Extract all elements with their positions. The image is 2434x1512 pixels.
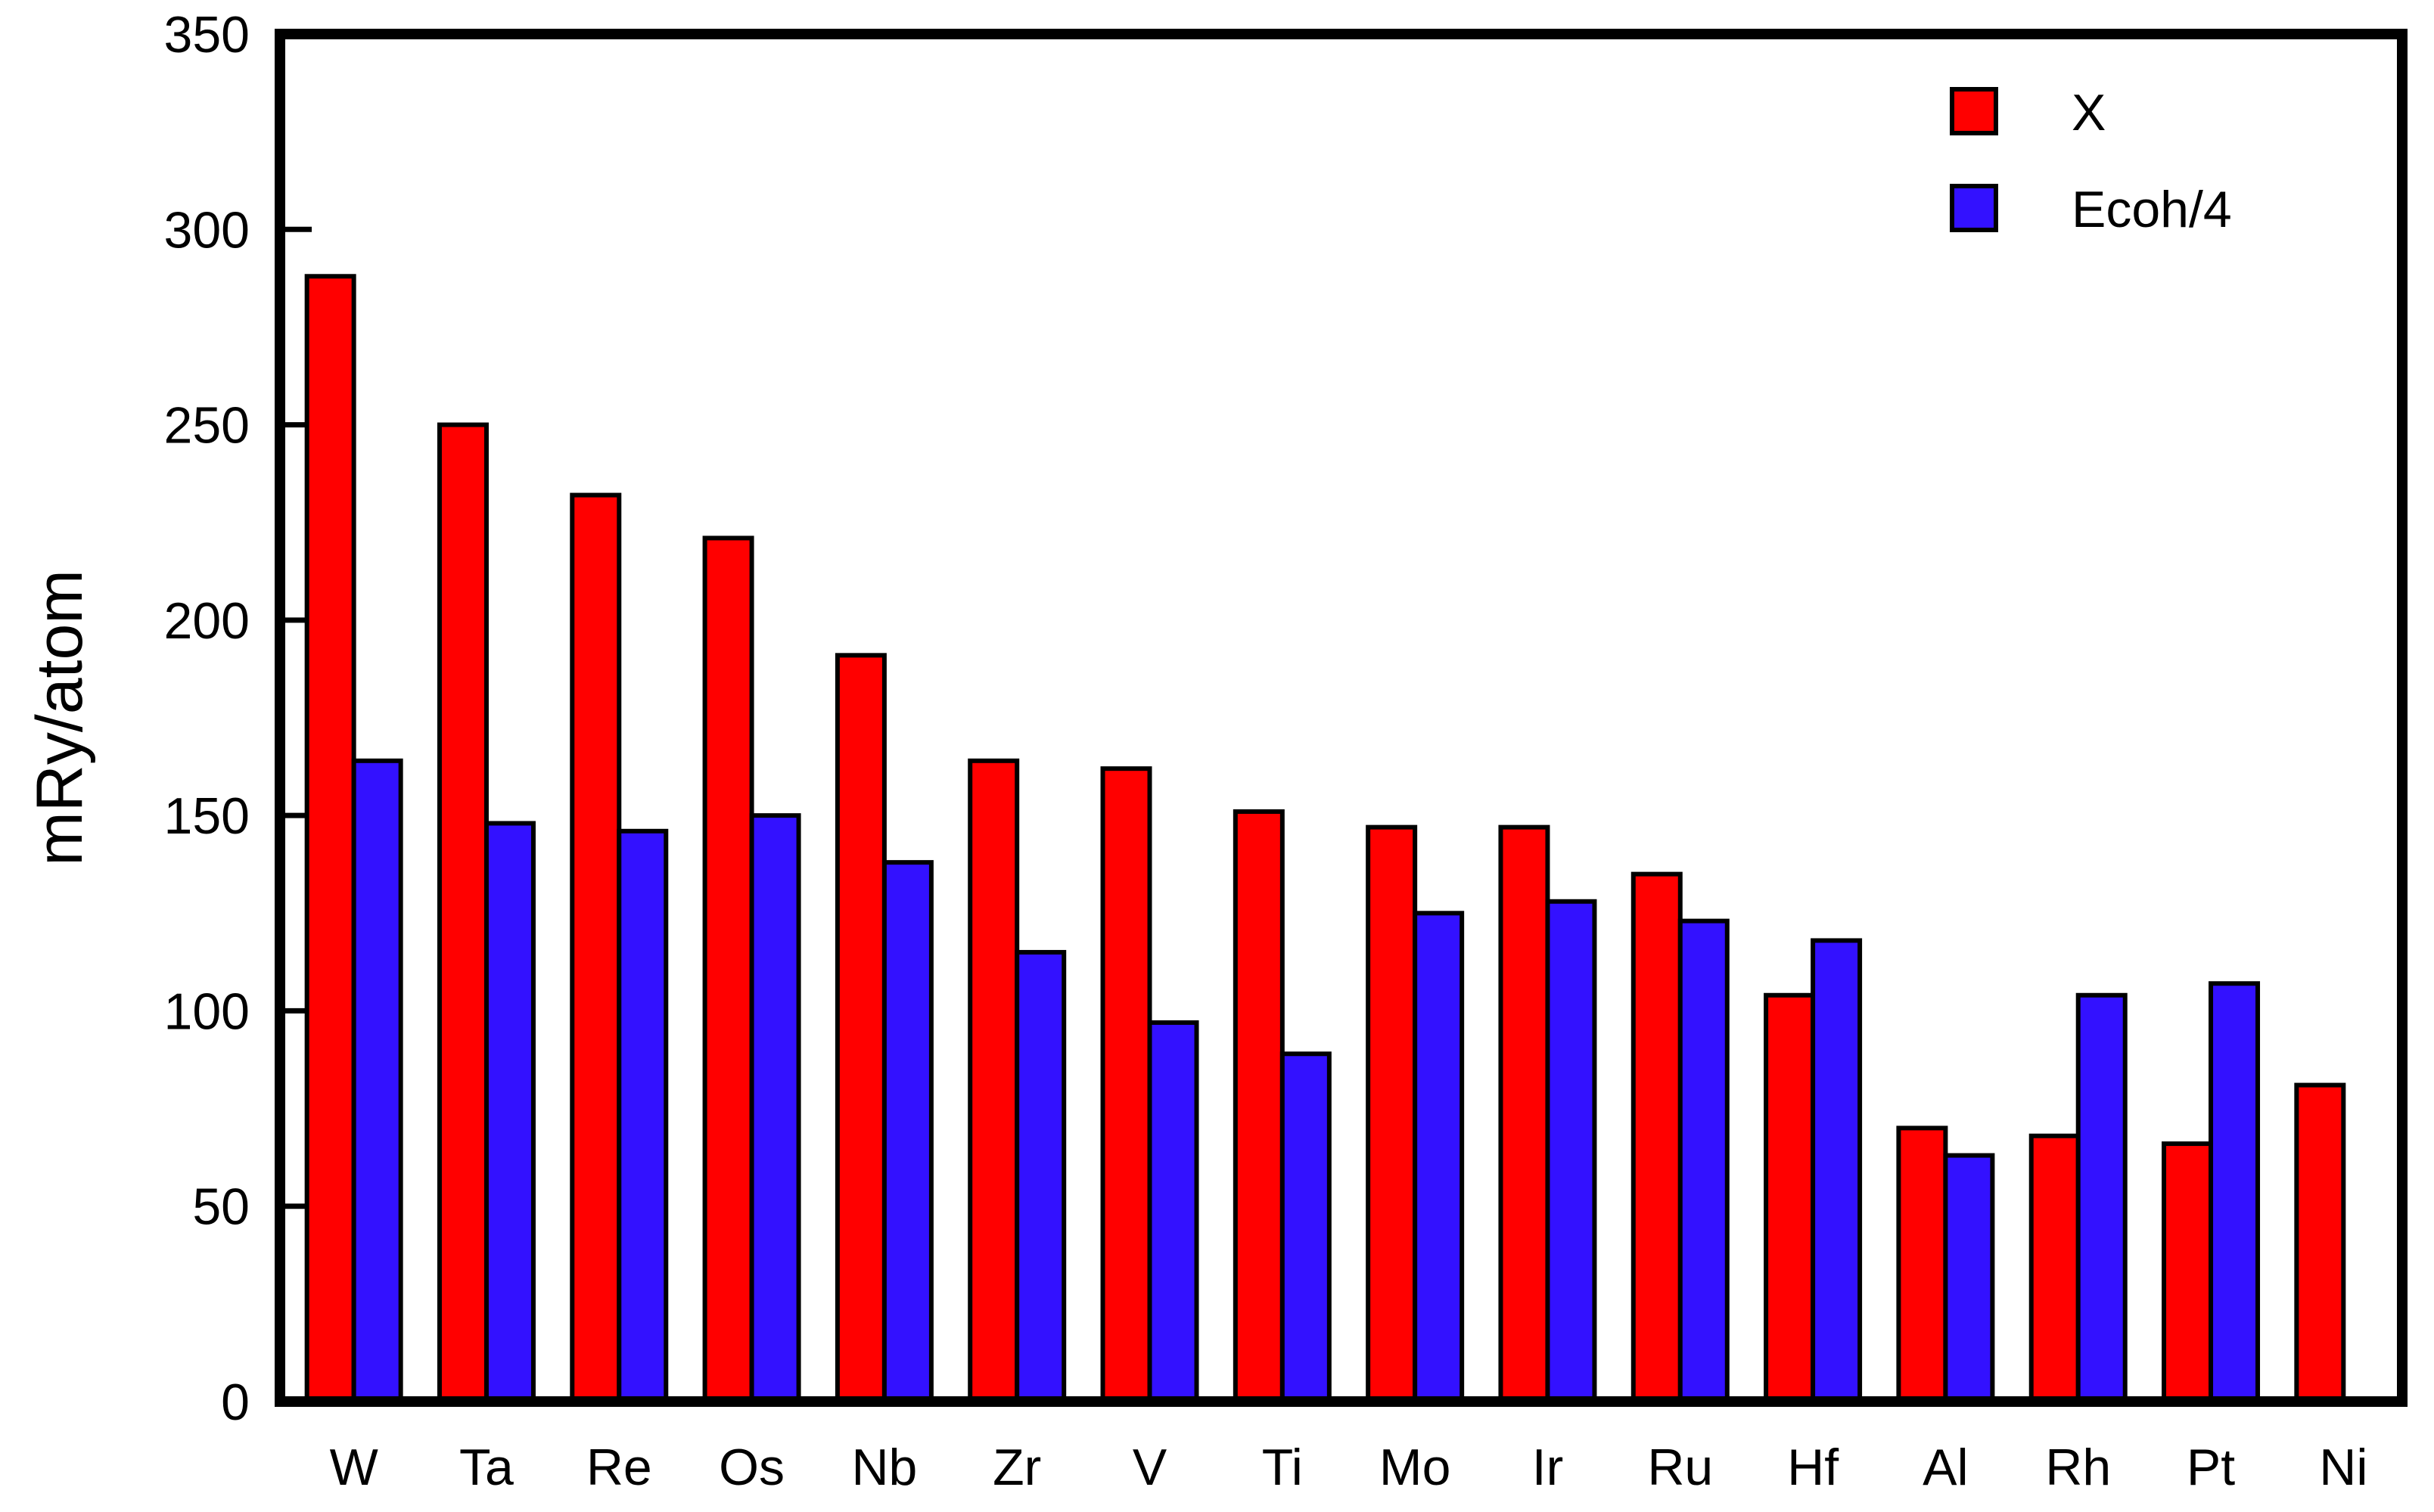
legend-swatch [1950,184,1998,232]
x-tick-label: Hf [1787,1439,1839,1496]
x-tick-label: Ni [2319,1439,2367,1496]
x-tick-label: Pt [2187,1439,2235,1496]
y-tick-label: 50 [192,1178,250,1236]
y-tick-label: 0 [221,1374,250,1431]
y-axis: 0 50 100 150 200 250 300 350 [164,6,312,1431]
plot-frame [275,29,2408,1407]
bar-x-nb [835,653,887,1404]
bar-x-pt [2162,1141,2214,1404]
y-tick-label: 350 [164,6,250,64]
bar-ecoh-re [617,828,669,1404]
bar-ecoh-hf [1811,938,1863,1404]
bar-ecoh-v [1147,1020,1199,1404]
y-tick-label: 300 [164,201,250,259]
bars [304,274,2346,1405]
bar-ecoh-zr [1015,949,1067,1404]
x-tick-label: Rh [2045,1439,2111,1496]
bar-x-re [570,492,622,1404]
y-tick-label: 200 [164,592,250,650]
bar-ecoh-rh [2075,992,2128,1405]
x-tick-label: Al [1923,1439,1968,1496]
y-tick-label: 150 [164,787,250,845]
bar-x-mo [1366,824,1418,1404]
bar-x-al [1896,1125,1948,1405]
bar-x-w [304,274,356,1404]
y-axis-title: mRy/atom [23,570,96,866]
x-tick-label: Ta [459,1439,514,1496]
bar-x-ir [1498,824,1550,1404]
bar-x-ru [1630,871,1683,1404]
bar-x-os [702,536,754,1404]
x-tick-label: V [1133,1439,1167,1496]
x-tick-label: W [330,1439,378,1496]
bar-x-ni [2294,1082,2346,1404]
bar-x-ti [1233,809,1285,1404]
x-tick-label: Mo [1379,1439,1450,1496]
bar-ecoh-al [1943,1153,1995,1405]
bar-x-v [1100,766,1152,1404]
bar-ecoh-mo [1413,911,1465,1405]
y-tick-label: 250 [164,397,250,455]
x-tick-label: Ir [1532,1439,1564,1496]
bar-ecoh-ta [483,821,536,1404]
legend-label: Ecoh/4 [2072,181,2232,238]
bar-ecoh-pt [2209,981,2261,1404]
bar-ecoh-nb [881,860,934,1405]
bar-x-zr [968,758,1020,1404]
bar-ecoh-os [749,813,801,1404]
x-tick-label: Ru [1647,1439,1713,1496]
x-tick-label: Zr [993,1439,1041,1496]
x-tick-label: Nb [851,1439,917,1496]
y-tick-label: 100 [164,983,250,1040]
legend: X Ecoh/4 [1950,84,2232,238]
x-axis: W Ta Re Os Nb Zr V Ti Mo Ir Ru Hf Al Rh Pt Ni [330,1439,2368,1496]
legend-swatch [1950,87,1998,135]
legend-label: X [2072,84,2106,141]
bar-ecoh-ru [1677,918,1730,1405]
bar-x-hf [1764,992,1816,1405]
bar-ecoh-ir [1545,899,1597,1404]
bar-ecoh-ti [1279,1051,1332,1405]
x-tick-label: Os [719,1439,785,1496]
bar-x-ta [437,422,489,1404]
bar-x-rh [2028,1133,2081,1405]
bar-ecoh-w [351,758,403,1404]
x-tick-label: Ti [1262,1439,1303,1496]
x-tick-label: Re [586,1439,652,1496]
